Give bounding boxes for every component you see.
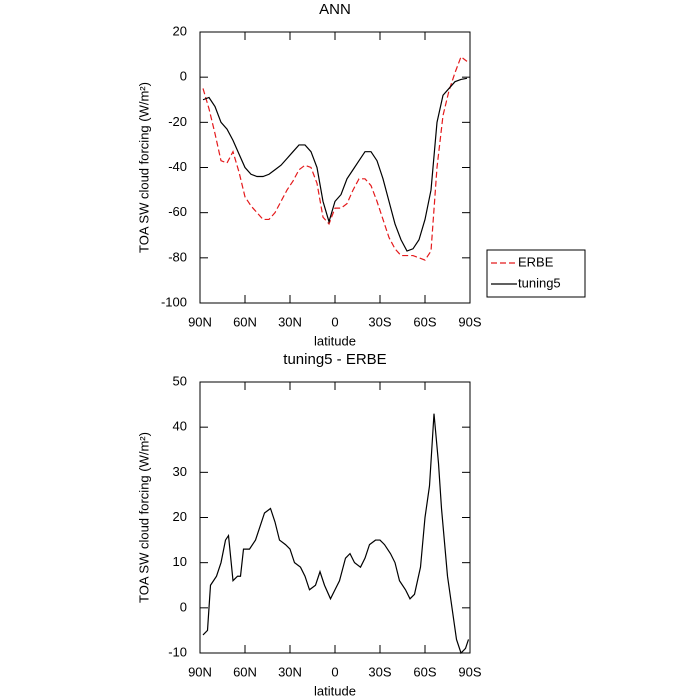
x-tick-label: 60N [233,664,257,679]
y-tick-label: 10 [173,554,187,569]
x-tick-label: 60S [413,314,436,329]
x-tick-label: 30N [278,664,302,679]
legend-label: ERBE [518,254,554,269]
y-tick-label: 0 [180,69,187,84]
y-tick-label: -20 [168,114,187,129]
y-tick-label: -80 [168,249,187,264]
x-tick-label: 90S [458,314,481,329]
x-tick-label: 90N [188,314,212,329]
legend-box [486,249,586,298]
y-tick-label: 20 [173,23,187,38]
plot-frame [199,31,471,304]
data-line [202,413,470,655]
y-tick-label: 50 [173,373,187,388]
x-tick-label: 90N [188,664,212,679]
x-tick-label: 90S [458,664,481,679]
x-tick-label: 60N [233,314,257,329]
legend-label: tuning5 [518,275,561,290]
x-axis-label: latitude [314,333,356,348]
y-tick-label: -10 [168,644,187,659]
y-tick-label: 0 [180,599,187,614]
y-axis-label: TOA SW cloud forcing (W/m²) [136,82,151,253]
x-tick-label: 60S [413,664,436,679]
data-line [202,55,468,261]
chart-title: ANN [319,1,351,18]
x-axis-label: latitude [314,683,356,698]
chart-title: tuning5 - ERBE [283,351,386,368]
y-tick-label: -100 [161,294,187,309]
x-tick-label: 30S [368,664,391,679]
x-tick-label: 30N [278,314,302,329]
x-tick-label: 0 [331,664,338,679]
y-tick-label: -40 [168,159,187,174]
x-tick-label: 30S [368,314,391,329]
y-tick-label: 20 [173,509,187,524]
y-axis-label: TOA SW cloud forcing (W/m²) [136,432,151,603]
x-tick-label: 0 [331,314,338,329]
y-tick-label: 40 [173,419,187,434]
plot-frame [199,381,471,654]
y-tick-label: 30 [173,464,187,479]
data-line [202,77,468,252]
y-tick-label: -60 [168,204,187,219]
